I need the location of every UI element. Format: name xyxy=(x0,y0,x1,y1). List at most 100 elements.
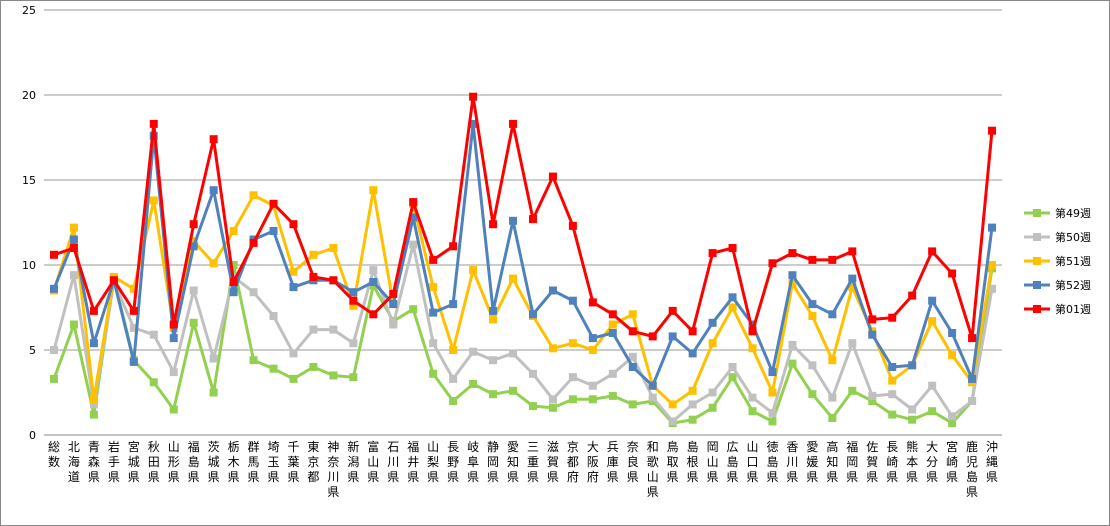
data-point xyxy=(89,306,98,315)
data-point xyxy=(908,415,917,424)
data-point xyxy=(788,340,797,349)
data-point xyxy=(948,351,957,360)
x-category-label: 大分県 xyxy=(926,440,938,484)
data-point xyxy=(89,339,98,348)
data-point xyxy=(688,386,697,395)
data-point xyxy=(469,266,478,275)
data-point xyxy=(668,332,677,341)
data-point xyxy=(888,410,897,419)
x-category-label: 北海道 xyxy=(68,440,80,484)
data-point xyxy=(49,250,58,259)
data-point xyxy=(509,386,518,395)
data-point xyxy=(828,414,837,422)
data-point xyxy=(189,318,198,327)
data-point xyxy=(389,289,398,298)
data-point xyxy=(229,288,238,297)
y-tick-label: 15 xyxy=(22,174,36,187)
data-point xyxy=(89,410,98,419)
data-point xyxy=(189,220,198,229)
data-point xyxy=(169,320,178,329)
data-point xyxy=(588,334,597,343)
data-point xyxy=(768,368,777,377)
data-point xyxy=(229,278,238,286)
data-point xyxy=(768,408,777,417)
x-category-label: 長崎県 xyxy=(886,440,898,484)
x-category-label: 長野県 xyxy=(447,440,459,484)
data-point xyxy=(908,405,917,414)
x-category-label: 秋田県 xyxy=(148,440,160,484)
data-point xyxy=(608,310,617,319)
x-category-label: 愛媛県 xyxy=(806,440,818,484)
y-tick-label: 10 xyxy=(22,259,36,272)
x-category-label: 香川県 xyxy=(786,440,798,484)
data-point xyxy=(988,223,997,232)
data-point xyxy=(728,373,737,382)
x-category-label: 東京都 xyxy=(307,440,319,484)
x-category-label: 和歌山県 xyxy=(647,440,659,499)
x-category-label: 福島県 xyxy=(188,439,200,484)
data-point xyxy=(888,313,897,322)
data-point xyxy=(948,412,957,421)
data-point xyxy=(548,172,557,181)
x-axis-categories: 総数北海道青森県岩手県宮城県秋田県山形県福島県茨城県栃木県群馬県埼玉県千葉県東京… xyxy=(48,439,998,499)
x-category-label: 広島県 xyxy=(727,440,739,484)
data-point xyxy=(149,378,158,387)
data-point xyxy=(628,310,637,319)
data-point xyxy=(49,374,58,383)
gridlines xyxy=(44,9,1002,436)
data-point xyxy=(189,237,198,246)
data-point xyxy=(588,298,597,307)
x-category-label: 山口県 xyxy=(747,440,759,484)
data-point xyxy=(229,227,238,235)
data-point xyxy=(509,274,518,283)
data-point xyxy=(49,284,58,293)
data-point xyxy=(788,279,797,288)
data-point xyxy=(808,361,817,370)
data-point xyxy=(349,296,358,305)
data-point xyxy=(668,306,677,315)
data-point xyxy=(968,374,977,383)
data-point xyxy=(928,407,937,416)
data-point xyxy=(748,320,757,329)
x-category-label: 奈良県 xyxy=(627,440,639,484)
x-category-label: 富山県 xyxy=(367,439,379,484)
x-category-label: 滋賀県 xyxy=(547,440,559,484)
data-point xyxy=(648,381,657,390)
data-point xyxy=(568,395,577,404)
data-point xyxy=(389,320,398,329)
data-point xyxy=(449,374,458,383)
data-point xyxy=(908,361,917,370)
data-point xyxy=(868,391,877,400)
data-point xyxy=(289,349,298,358)
x-category-label: 徳島県 xyxy=(766,439,778,484)
data-point xyxy=(89,400,98,409)
x-category-label: 岡山県 xyxy=(707,440,719,484)
data-point xyxy=(149,196,158,205)
data-point xyxy=(209,135,218,144)
data-point xyxy=(309,272,318,281)
data-point xyxy=(788,271,797,280)
data-point xyxy=(129,284,138,293)
series-line-0 xyxy=(52,263,994,425)
x-category-label: 茨城県 xyxy=(208,440,220,484)
x-category-label: 兵庫県 xyxy=(607,440,619,484)
data-point xyxy=(608,329,617,337)
data-point xyxy=(948,269,957,278)
data-point xyxy=(708,403,717,412)
x-category-label: 静岡県 xyxy=(487,440,499,484)
data-point xyxy=(988,261,997,269)
data-point xyxy=(209,388,218,397)
data-point xyxy=(429,339,438,348)
data-point xyxy=(289,220,298,229)
data-point xyxy=(349,339,358,348)
x-category-label: 愛知県 xyxy=(507,440,519,484)
legend-marker xyxy=(1033,209,1041,217)
data-point xyxy=(568,296,577,305)
data-point xyxy=(848,339,857,348)
data-point xyxy=(588,381,597,390)
data-point xyxy=(688,400,697,409)
data-point xyxy=(289,267,298,276)
y-tick-label: 0 xyxy=(29,429,36,442)
